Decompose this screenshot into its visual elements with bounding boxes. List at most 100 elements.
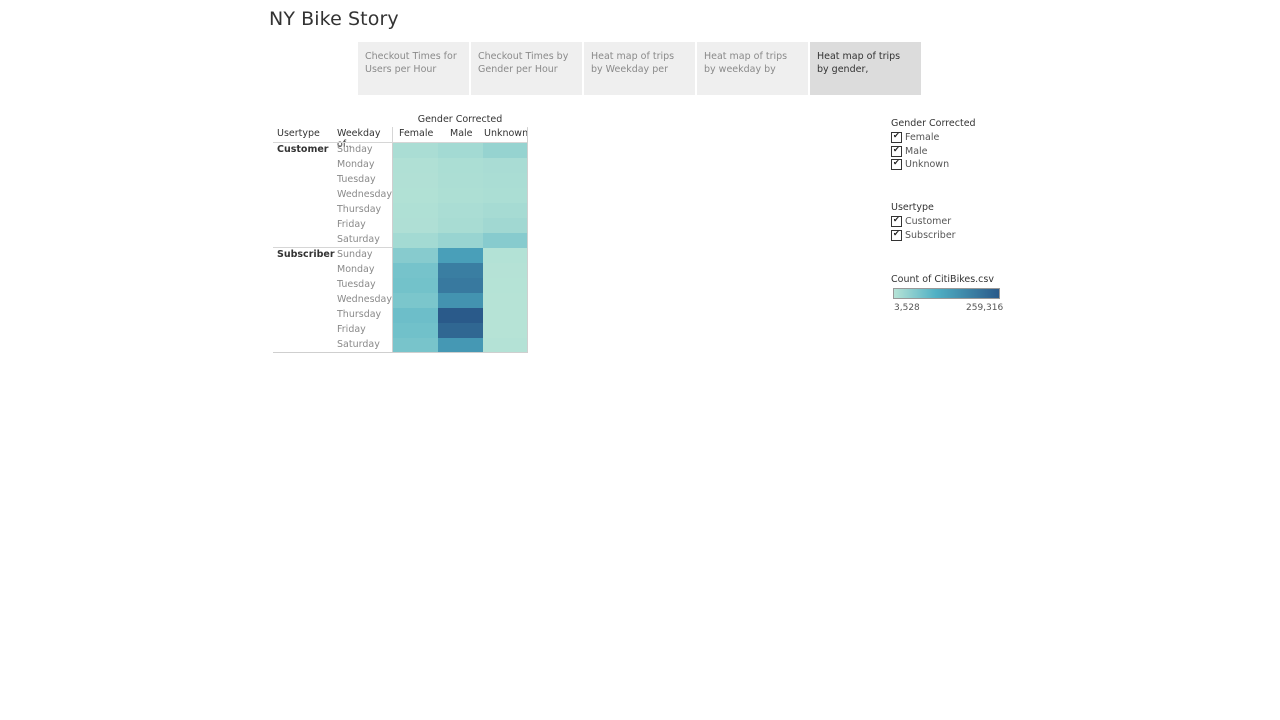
weekday-label[interactable]: Wednesday bbox=[337, 189, 393, 200]
column-group-header[interactable]: Gender Corrected bbox=[417, 114, 503, 125]
heatmap-cell[interactable] bbox=[483, 308, 528, 323]
heatmap-cell[interactable] bbox=[393, 338, 438, 353]
heatmap-cell[interactable] bbox=[483, 278, 528, 293]
heatmap-cell[interactable] bbox=[438, 308, 483, 323]
heatmap-cell[interactable] bbox=[438, 293, 483, 308]
heatmap-cell[interactable] bbox=[438, 203, 483, 218]
filter-item-unknown[interactable]: Unknown bbox=[891, 158, 976, 172]
row-group-customer[interactable]: Customer bbox=[277, 144, 329, 155]
heatmap-cell[interactable] bbox=[438, 263, 483, 278]
heatmap-cell[interactable] bbox=[483, 248, 528, 263]
heatmap-cell[interactable] bbox=[393, 188, 438, 203]
heatmap-cell[interactable] bbox=[483, 263, 528, 278]
filter-item-subscriber[interactable]: Subscriber bbox=[891, 229, 956, 243]
story-tab-label: Checkout Times by Gender per Hour bbox=[478, 51, 569, 75]
weekday-label[interactable]: Tuesday bbox=[337, 279, 376, 290]
row-axis-line bbox=[392, 143, 393, 353]
heatmap-cell[interactable] bbox=[438, 173, 483, 188]
filter-item-customer[interactable]: Customer bbox=[891, 215, 956, 229]
heatmap-cell[interactable] bbox=[483, 143, 528, 158]
heatmap-cell[interactable] bbox=[393, 293, 438, 308]
heatmap-cell[interactable] bbox=[393, 233, 438, 248]
color-legend: Count of CitiBikes.csv 3,528 259,316 bbox=[891, 274, 1003, 313]
heatmap-cell[interactable] bbox=[393, 278, 438, 293]
header-line bbox=[273, 142, 527, 143]
heatmap-cell[interactable] bbox=[393, 173, 438, 188]
filter-item-female[interactable]: Female bbox=[891, 131, 976, 145]
heatmap-cell[interactable] bbox=[483, 203, 528, 218]
weekday-label[interactable]: Thursday bbox=[337, 204, 382, 215]
gender-filter: Gender Corrected Female Male Unknown bbox=[891, 118, 976, 172]
color-legend-title: Count of CitiBikes.csv bbox=[891, 274, 994, 285]
checkbox-icon[interactable] bbox=[891, 215, 902, 228]
heatmap-cell[interactable] bbox=[438, 233, 483, 248]
checkbox-icon[interactable] bbox=[891, 229, 902, 241]
checkbox-icon[interactable] bbox=[891, 131, 902, 144]
heatmap-cell[interactable] bbox=[483, 323, 528, 338]
weekday-label[interactable]: Friday bbox=[337, 219, 366, 230]
heatmap-cell[interactable] bbox=[438, 248, 483, 263]
weekday-label[interactable]: Wednesday bbox=[337, 294, 393, 305]
heatmap-cell[interactable] bbox=[393, 158, 438, 173]
heatmap-cell[interactable] bbox=[438, 143, 483, 158]
usertype-filter: Usertype Customer Subscriber bbox=[891, 202, 956, 242]
story-tab-4[interactable]: Heat map of trips by weekday by gender p… bbox=[697, 42, 808, 95]
story-tab-label: Checkout Times for Users per Hour bbox=[365, 51, 457, 75]
heatmap-cell[interactable] bbox=[483, 188, 528, 203]
grid-right-edge bbox=[527, 128, 528, 353]
story-title: NY Bike Story bbox=[269, 8, 399, 30]
weekday-label[interactable]: Monday bbox=[337, 264, 375, 275]
grid-bottom-line bbox=[273, 352, 528, 353]
weekday-label[interactable]: Friday bbox=[337, 324, 366, 335]
gender-filter-title: Gender Corrected bbox=[891, 118, 976, 129]
story-tab-3[interactable]: Heat map of trips by Weekday per Hour bbox=[584, 42, 695, 95]
column-header-unknown[interactable]: Unknown bbox=[484, 128, 529, 139]
heatmap-cell[interactable] bbox=[483, 158, 528, 173]
heatmap-cell[interactable] bbox=[438, 278, 483, 293]
weekday-label[interactable]: Saturday bbox=[337, 234, 380, 245]
heatmap-cell[interactable] bbox=[438, 188, 483, 203]
heatmap-cell[interactable] bbox=[393, 308, 438, 323]
heatmap-cell[interactable] bbox=[483, 293, 528, 308]
weekday-label[interactable]: Monday bbox=[337, 159, 375, 170]
heatmap-cell[interactable] bbox=[393, 248, 438, 263]
heatmap-cell[interactable] bbox=[393, 203, 438, 218]
heatmap-cell[interactable] bbox=[393, 218, 438, 233]
header-divider bbox=[392, 127, 393, 143]
story-tab-5[interactable]: Heat map of trips by gender, weekday, an… bbox=[810, 42, 921, 95]
filter-label: Subscriber bbox=[905, 229, 956, 241]
column-header-female[interactable]: Female bbox=[399, 128, 434, 139]
heatmap-cell[interactable] bbox=[483, 338, 528, 353]
filter-label: Male bbox=[905, 145, 928, 157]
row-group-subscriber[interactable]: Subscriber bbox=[277, 249, 335, 260]
heatmap-cell[interactable] bbox=[438, 218, 483, 233]
heatmap-cell[interactable] bbox=[393, 323, 438, 338]
checkbox-icon[interactable] bbox=[891, 145, 902, 157]
story-tab-label: Heat map of trips by weekday by gender p… bbox=[704, 51, 788, 75]
weekday-label[interactable]: Sunday bbox=[337, 144, 373, 155]
weekday-label[interactable]: Tuesday bbox=[337, 174, 376, 185]
heatmap-cell[interactable] bbox=[438, 158, 483, 173]
color-scale-bar bbox=[893, 288, 1000, 299]
checkbox-icon[interactable] bbox=[891, 158, 902, 171]
heatmap-cell[interactable] bbox=[483, 218, 528, 233]
story-tab-2[interactable]: Checkout Times by Gender per Hour bbox=[471, 42, 582, 95]
usertype-header[interactable]: Usertype bbox=[277, 128, 320, 139]
weekday-label[interactable]: Sunday bbox=[337, 249, 373, 260]
filter-label: Customer bbox=[905, 216, 952, 228]
heatmap-cell[interactable] bbox=[483, 173, 528, 188]
heatmap-cell[interactable] bbox=[393, 143, 438, 158]
story-tabs: Checkout Times for Users per Hour Checko… bbox=[358, 42, 923, 95]
heatmap-cell[interactable] bbox=[393, 263, 438, 278]
weekday-header[interactable]: Weekday of.. bbox=[337, 128, 381, 150]
filter-label: Unknown bbox=[905, 159, 950, 171]
usertype-filter-title: Usertype bbox=[891, 202, 934, 213]
weekday-label[interactable]: Thursday bbox=[337, 309, 382, 320]
column-header-male[interactable]: Male bbox=[450, 128, 473, 139]
story-tab-1[interactable]: Checkout Times for Users per Hour bbox=[358, 42, 469, 95]
filter-item-male[interactable]: Male bbox=[891, 145, 976, 159]
weekday-label[interactable]: Saturday bbox=[337, 339, 380, 350]
heatmap-cell[interactable] bbox=[483, 233, 528, 248]
heatmap-cell[interactable] bbox=[438, 323, 483, 338]
heatmap-cell[interactable] bbox=[438, 338, 483, 353]
